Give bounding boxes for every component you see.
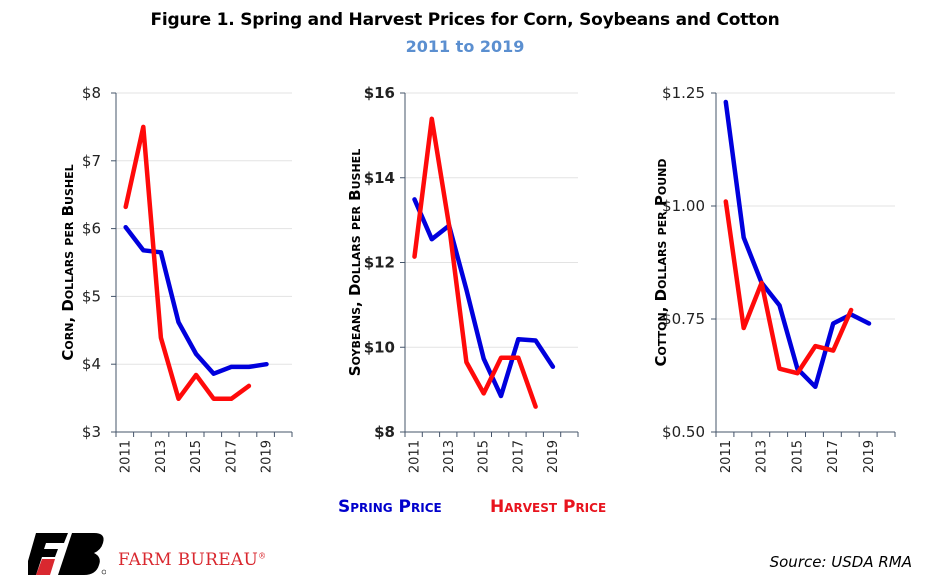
cotton-xtick-label: 2011 — [719, 440, 734, 473]
soybeans-harvest-line — [412, 116, 538, 409]
soybeans-xtick-label: 2019 — [546, 440, 561, 473]
brand-name-text: FARM BUREAU — [118, 550, 259, 570]
cotton-ytick-label: $0.50 — [662, 423, 705, 441]
figure-title: Figure 1. Spring and Harvest Prices for … — [150, 10, 780, 30]
cotton-xtick-label: 2017 — [826, 440, 841, 473]
soybeans-xtick-label: 2011 — [408, 440, 423, 473]
soybeans-ytick-label: $12 — [364, 254, 395, 272]
cotton-xtick-label: 2015 — [790, 440, 805, 473]
corn-ytick-label: $3 — [82, 423, 101, 441]
corn-xtick-label: 2017 — [224, 440, 239, 473]
soybeans-xtick-label: 2017 — [511, 440, 526, 473]
corn-ytick-label: $5 — [82, 287, 101, 305]
corn-y-axis-title: Corn, Dollars per Bushel — [59, 164, 77, 360]
soybeans-ytick-label: $10 — [364, 338, 395, 356]
corn-harvest-line — [123, 124, 252, 402]
soybeans-spring-line — [412, 197, 556, 399]
corn-xtick-label: 2013 — [154, 440, 169, 473]
brand-registered-mark: ® — [258, 551, 267, 561]
corn-spring-line — [123, 224, 269, 376]
corn-xtick-label: 2019 — [259, 440, 274, 473]
soybeans-xtick-label: 2013 — [442, 440, 457, 473]
cotton-harvest-line — [723, 199, 854, 376]
legend-spring-price: Spring Price — [338, 497, 442, 517]
cotton-xtick-label: 2019 — [862, 440, 877, 473]
figure-subtitle: 2011 to 2019 — [405, 37, 525, 56]
soybeans-y-axis-title: Soybeans, Dollars per Bushel — [346, 149, 364, 376]
corn-xtick-label: 2011 — [119, 440, 134, 473]
cotton-xtick-label: 2013 — [755, 440, 770, 473]
cotton-spring-line — [723, 99, 872, 390]
corn-ytick-label: $6 — [82, 220, 101, 238]
corn-ytick-label: $4 — [82, 355, 101, 373]
corn-xtick-label: 2015 — [189, 440, 204, 473]
corn-ytick-label: $7 — [82, 152, 101, 170]
corn-ytick-label: $8 — [82, 84, 101, 102]
legend-harvest-price: Harvest Price — [490, 497, 607, 517]
cotton-ytick-label: $0.75 — [662, 310, 705, 328]
brand-name: FARM BUREAU® — [118, 550, 266, 570]
cotton-y-axis-title: Cotton, Dollars per Pound — [652, 159, 670, 367]
cotton-ytick-label: $1.25 — [662, 84, 705, 102]
farm-bureau-logo-icon — [28, 533, 106, 575]
source-note: Source: USDA RMA — [769, 553, 912, 571]
cotton-ytick-label: $1.00 — [662, 197, 705, 215]
soybeans-xtick-label: 2015 — [477, 440, 492, 473]
soybeans-ytick-label: $16 — [364, 84, 395, 102]
soybeans-ytick-label: $14 — [364, 169, 395, 187]
soybeans-ytick-label: $8 — [374, 423, 395, 441]
